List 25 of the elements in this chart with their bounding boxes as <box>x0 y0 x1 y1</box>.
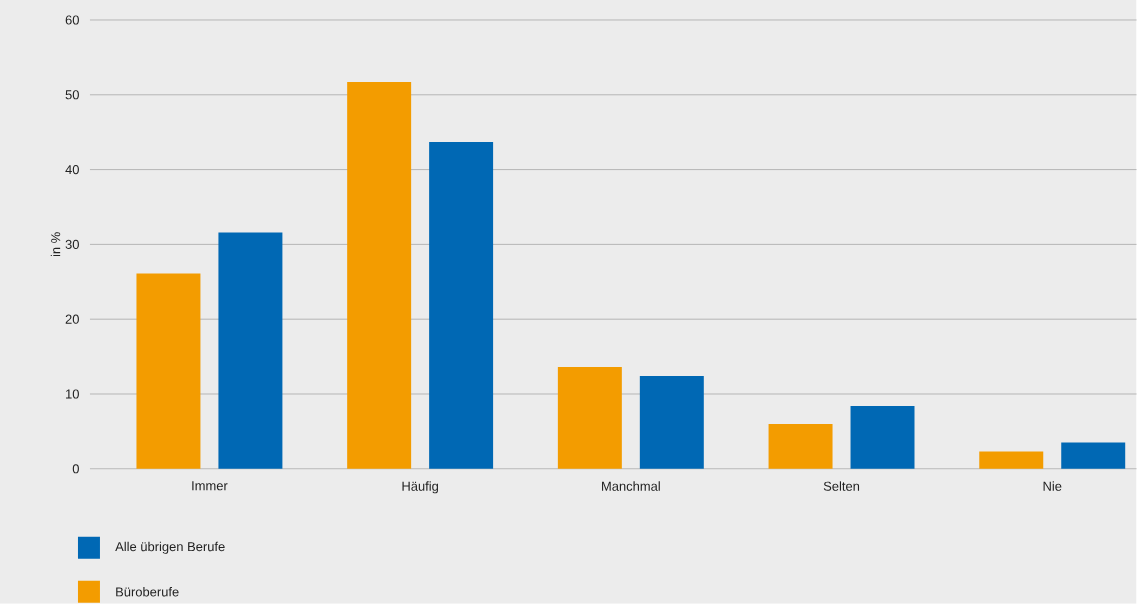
y-tick-label: 20 <box>65 314 79 324</box>
bar <box>557 367 622 469</box>
y-tick-label: 50 <box>65 90 79 100</box>
bar <box>768 424 833 469</box>
bar <box>218 232 283 469</box>
bar <box>850 406 915 469</box>
bar <box>347 82 412 469</box>
x-tick-label: Häufig <box>402 481 439 494</box>
bar <box>136 273 201 469</box>
y-tick-label: 10 <box>66 389 79 399</box>
x-tick-label: Manchmal <box>602 481 660 491</box>
legend-label: Alle übrigen Berufe <box>115 541 225 554</box>
y-axis-title: in % <box>50 232 61 257</box>
bar <box>639 376 704 469</box>
bar <box>979 451 1044 469</box>
x-tick-label: Immer <box>192 481 228 491</box>
y-tick-label: 60 <box>65 15 79 25</box>
x-tick-label: Selten <box>823 481 860 491</box>
y-tick-label: 40 <box>65 165 79 175</box>
x-tick-label: Nie <box>1043 481 1062 491</box>
y-tick-label: 30 <box>65 239 79 250</box>
bar <box>429 142 494 469</box>
legend-label: Büroberufe <box>116 587 179 597</box>
y-tick-label: 0 <box>72 464 79 474</box>
bar <box>1061 442 1126 469</box>
